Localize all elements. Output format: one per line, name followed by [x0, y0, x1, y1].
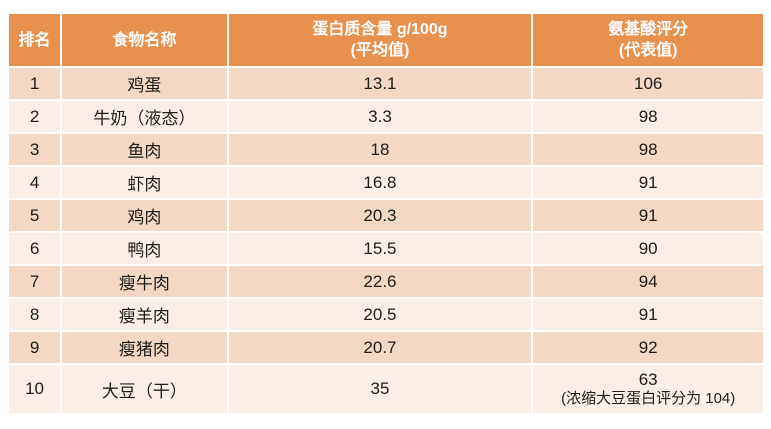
score-cell: 91: [533, 200, 763, 231]
rank-cell: 2: [9, 101, 61, 132]
score-cell: 94: [533, 266, 763, 297]
food-cell: 大豆（干）: [62, 365, 227, 413]
table-row: 7 瘦牛肉 22.6 94: [9, 266, 763, 297]
table-row: 1 鸡蛋 13.1 106: [9, 68, 763, 99]
food-cell: 鱼肉: [62, 134, 227, 165]
header-score-line1: 氨基酸评分: [608, 21, 689, 38]
protein-cell: 16.8: [228, 167, 532, 198]
food-cell: 鸡蛋: [62, 68, 227, 99]
rank-cell: 6: [9, 233, 61, 264]
protein-cell: 15.5: [228, 233, 532, 264]
table-row: 2 牛奶（液态） 3.3 98: [9, 101, 763, 132]
food-cell: 瘦羊肉: [62, 299, 227, 330]
score-cell: 106: [533, 68, 763, 99]
score-cell: 98: [533, 101, 763, 132]
protein-cell: 20.5: [228, 299, 532, 330]
score-value: 63: [638, 370, 658, 389]
score-cell: 91: [533, 299, 763, 330]
protein-cell: 20.3: [228, 200, 532, 231]
header-score-line2: (代表值): [618, 42, 678, 59]
header-rank: 排名: [9, 14, 61, 66]
header-protein-line2: (平均值): [350, 42, 410, 59]
protein-cell: 20.7: [228, 332, 532, 363]
rank-cell: 7: [9, 266, 61, 297]
rank-cell: 3: [9, 134, 61, 165]
header-food-name: 食物名称: [62, 14, 227, 66]
rank-cell: 10: [9, 365, 61, 413]
food-cell: 瘦牛肉: [62, 266, 227, 297]
food-cell: 鸭肉: [62, 233, 227, 264]
protein-cell: 3.3: [228, 101, 532, 132]
table-row: 3 鱼肉 18 98: [9, 134, 763, 165]
protein-cell: 18: [228, 134, 532, 165]
rank-cell: 4: [9, 167, 61, 198]
rank-cell: 1: [9, 68, 61, 99]
score-cell: 92: [533, 332, 763, 363]
header-row: 排名 食物名称 蛋白质含量 g/100g (平均值) 氨基酸评分 (代表值): [9, 14, 763, 66]
table-row: 4 虾肉 16.8 91: [9, 167, 763, 198]
score-cell: 98: [533, 134, 763, 165]
protein-cell: 13.1: [228, 68, 532, 99]
score-cell: 90: [533, 233, 763, 264]
food-cell: 瘦猪肉: [62, 332, 227, 363]
food-cell: 虾肉: [62, 167, 227, 198]
header-amino-score: 氨基酸评分 (代表值): [533, 14, 763, 66]
food-cell: 牛奶（液态）: [62, 101, 227, 132]
table-row: 9 瘦猪肉 20.7 92: [9, 332, 763, 363]
protein-cell: 35: [228, 365, 532, 413]
header-protein-line1: 蛋白质含量 g/100g: [312, 21, 448, 38]
table-row: 5 鸡肉 20.3 91: [9, 200, 763, 231]
food-cell: 鸡肉: [62, 200, 227, 231]
table-row: 6 鸭肉 15.5 90: [9, 233, 763, 264]
protein-cell: 22.6: [228, 266, 532, 297]
header-protein-content: 蛋白质含量 g/100g (平均值): [228, 14, 532, 66]
score-cell: 63 (浓缩大豆蛋白评分为 104): [533, 365, 763, 413]
table-row: 8 瘦羊肉 20.5 91: [9, 299, 763, 330]
table-row: 10 大豆（干） 35 63 (浓缩大豆蛋白评分为 104): [9, 365, 763, 413]
score-footnote: (浓缩大豆蛋白评分为 104): [561, 390, 736, 407]
protein-ranking-table: 排名 食物名称 蛋白质含量 g/100g (平均值) 氨基酸评分 (代表值) 1…: [7, 12, 765, 415]
rank-cell: 5: [9, 200, 61, 231]
score-cell: 91: [533, 167, 763, 198]
rank-cell: 9: [9, 332, 61, 363]
rank-cell: 8: [9, 299, 61, 330]
